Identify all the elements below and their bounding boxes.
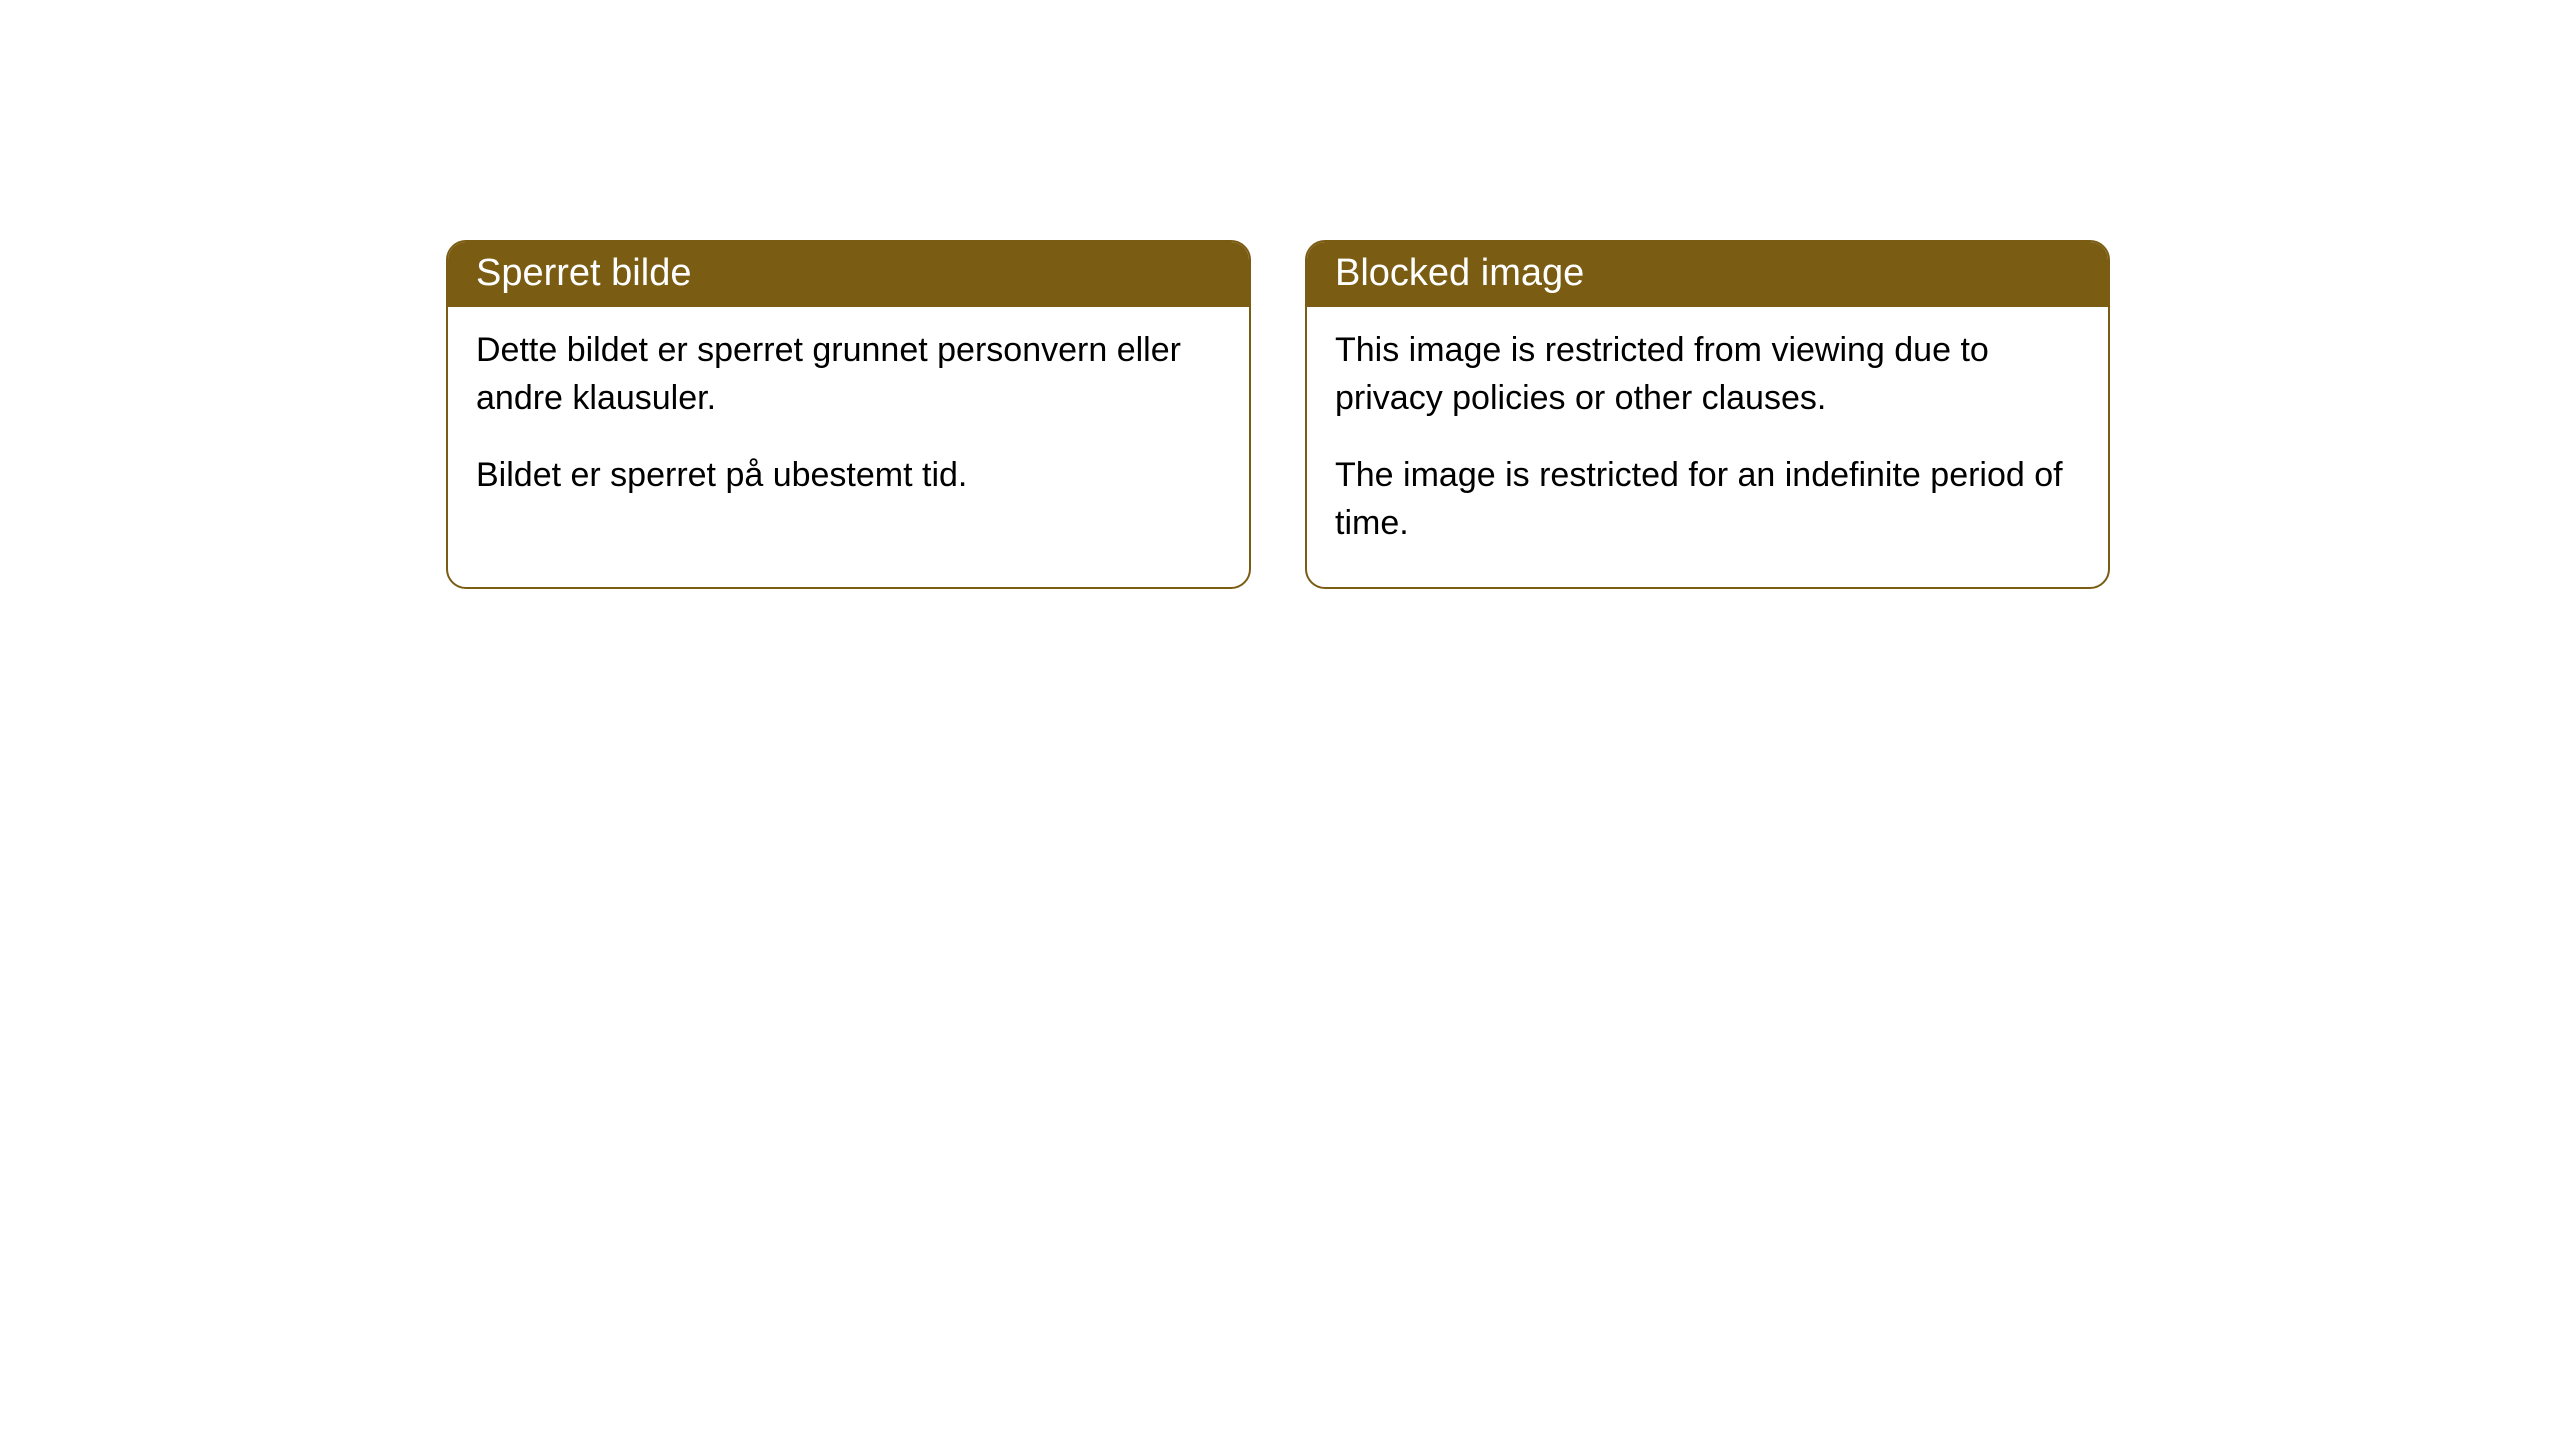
blocked-image-card-english: Blocked image This image is restricted f… [1305,240,2110,589]
card-title: Sperret bilde [448,242,1249,307]
card-paragraph: Dette bildet er sperret grunnet personve… [476,327,1221,422]
card-body: This image is restricted from viewing du… [1307,307,2108,587]
blocked-image-card-norwegian: Sperret bilde Dette bildet er sperret gr… [446,240,1251,589]
card-title: Blocked image [1307,242,2108,307]
card-paragraph: This image is restricted from viewing du… [1335,327,2080,422]
cards-container: Sperret bilde Dette bildet er sperret gr… [0,0,2560,589]
card-body: Dette bildet er sperret grunnet personve… [448,307,1249,540]
card-paragraph: The image is restricted for an indefinit… [1335,452,2080,547]
card-paragraph: Bildet er sperret på ubestemt tid. [476,452,1221,500]
